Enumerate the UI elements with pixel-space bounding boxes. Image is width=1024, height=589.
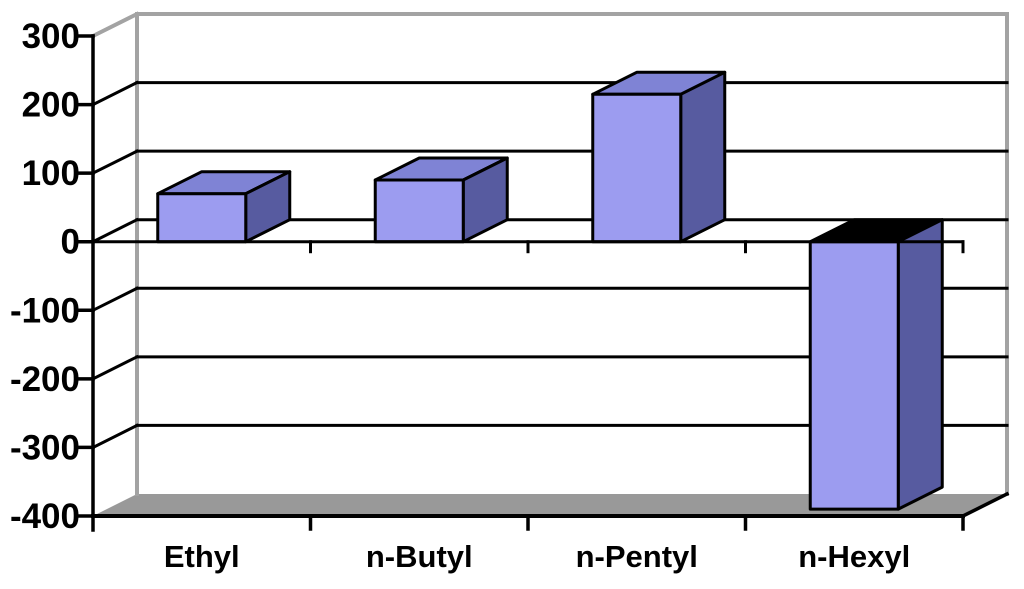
- bar-n-pentyl-side-face: [679, 70, 727, 244]
- y-axis-tick-label: -100: [10, 291, 80, 330]
- category-label: Ethyl: [164, 539, 240, 574]
- y-axis-tick-label: 100: [22, 154, 80, 193]
- category-label: n-Pentyl: [576, 539, 698, 574]
- y-axis-tick-label: -400: [10, 497, 80, 536]
- gridline-connector: [90, 217, 140, 244]
- bar-n-hexyl-front-face: [808, 240, 900, 511]
- x-axis-diagonal: [960, 491, 1010, 519]
- y-axis-tick-label: 200: [22, 86, 80, 125]
- bar-ethyl-front-face: [156, 192, 248, 244]
- y-axis-tick-label: 0: [61, 223, 80, 262]
- chart-floor: [93, 494, 1007, 516]
- y-axis-tick-label: -200: [10, 360, 80, 399]
- y-axis-tick-label: -300: [10, 428, 80, 467]
- bar-n-butyl-front-face: [373, 178, 465, 244]
- bar-n-pentyl-front-face: [591, 92, 683, 244]
- gridline-connector: [90, 423, 140, 450]
- gridline-connector: [90, 354, 140, 381]
- category-label: n-Butyl: [366, 539, 473, 574]
- bar-n-hexyl-side-face: [896, 218, 944, 511]
- gridline-connector: [90, 286, 140, 313]
- gridline-connector: [90, 149, 140, 176]
- gridline-connector: [90, 80, 140, 107]
- wall-edge-diagonal: [90, 11, 140, 39]
- category-label: n-Hexyl: [798, 539, 910, 574]
- y-axis-tick-label: 300: [22, 17, 80, 56]
